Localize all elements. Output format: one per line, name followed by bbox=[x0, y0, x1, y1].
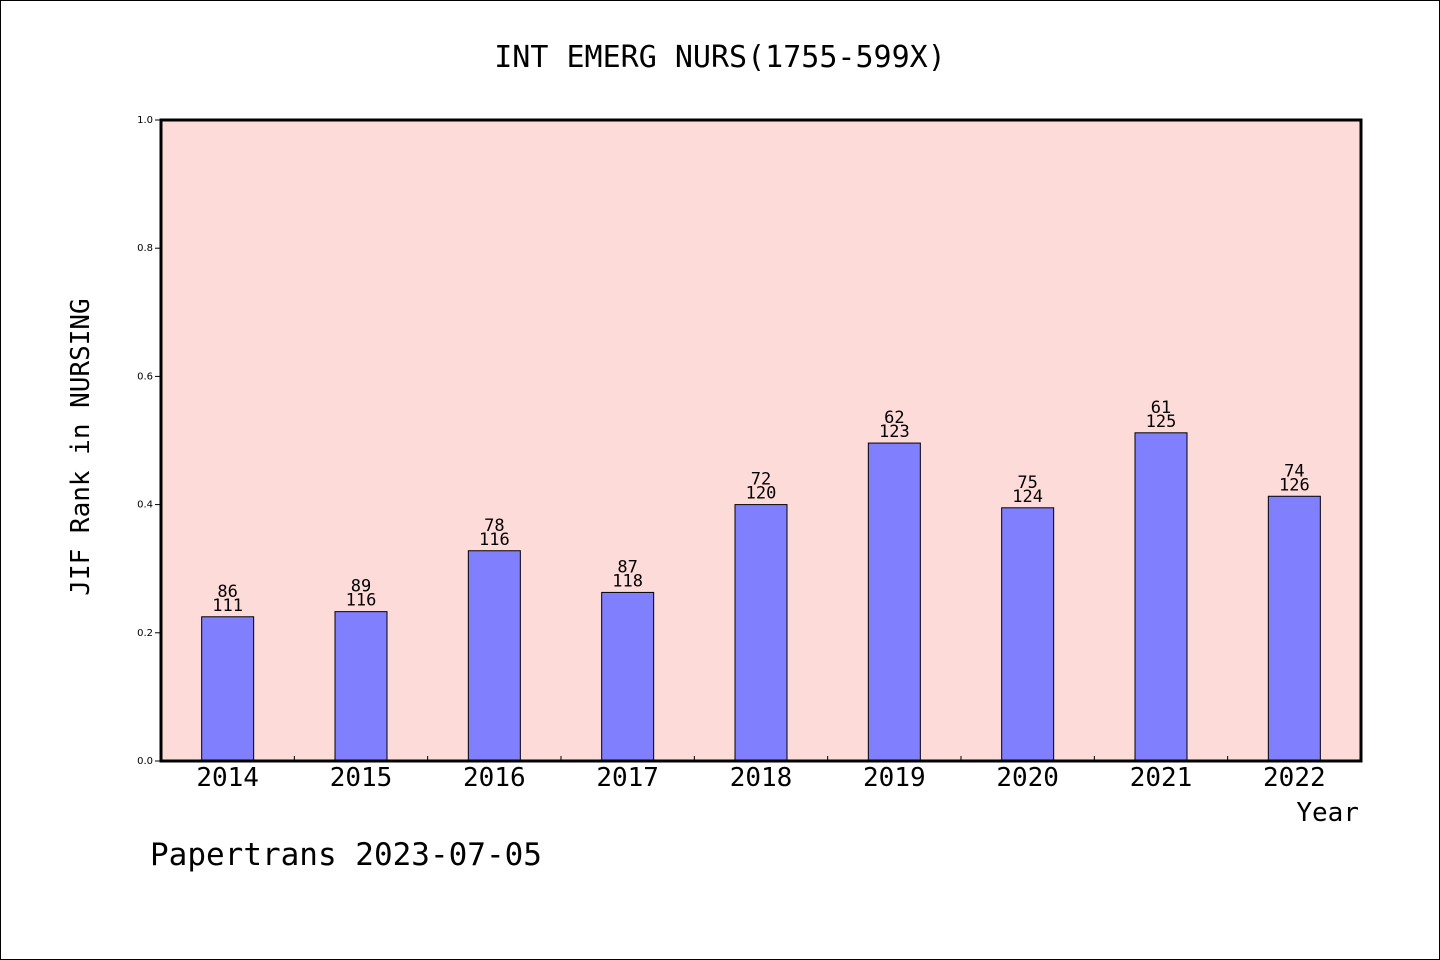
y-tick-label: 0.2 bbox=[137, 628, 153, 639]
bar-rank-label: 78 bbox=[484, 516, 504, 536]
bar-total-label: 125 bbox=[1146, 412, 1177, 432]
x-tick-label: 2020 bbox=[996, 763, 1059, 793]
bar-total-label: 118 bbox=[612, 571, 643, 591]
bar-2016 bbox=[467, 550, 521, 762]
bar-total-label: 126 bbox=[1279, 475, 1310, 495]
y-tick-label: 0.6 bbox=[137, 371, 153, 382]
bar-2019 bbox=[867, 442, 921, 762]
y-tick-label: 0.8 bbox=[137, 243, 153, 254]
y-axis: 0.0 0.2 0.4 0.6 0.8 1.0 bbox=[137, 115, 161, 767]
bar-2020 bbox=[1001, 507, 1055, 762]
bar-total-label: 120 bbox=[746, 484, 777, 504]
bar-series: 8611189116781168711872120621237512461125… bbox=[201, 398, 1321, 762]
y-tick-label: 0.4 bbox=[137, 500, 153, 511]
y-tick-label: 1.0 bbox=[137, 115, 153, 126]
chart-title: INT EMERG NURS(1755-599X) bbox=[494, 40, 946, 75]
x-tick-label: 2021 bbox=[1130, 763, 1193, 793]
bar-rank-label: 61 bbox=[1151, 398, 1171, 418]
bar-total-label: 123 bbox=[879, 422, 910, 442]
bar-rank-label: 62 bbox=[884, 408, 904, 428]
x-tick-label: 2014 bbox=[196, 763, 259, 793]
x-tick-label: 2017 bbox=[596, 763, 659, 793]
plot-border bbox=[159, 118, 1363, 763]
bar-2018 bbox=[734, 504, 788, 762]
bar-rank-label: 87 bbox=[617, 557, 637, 577]
bar-rank-label: 89 bbox=[351, 577, 371, 597]
bar-2015 bbox=[334, 611, 388, 762]
bar-rank-label: 86 bbox=[217, 582, 237, 602]
x-tick-label: 2022 bbox=[1263, 763, 1326, 793]
bar-2022 bbox=[1267, 495, 1321, 762]
bar-total-label: 111 bbox=[212, 596, 243, 616]
bar-total-label: 124 bbox=[1012, 487, 1043, 507]
bar-rank-label: 74 bbox=[1284, 461, 1304, 481]
footer-caption: Papertrans 2023-07-05 bbox=[150, 837, 542, 873]
x-axis-label: Year bbox=[1296, 798, 1359, 828]
x-axis: 2014 2015 2016 2017 2018 2019 2020 2021 2022 bbox=[196, 756, 1326, 793]
x-tick-label: 2018 bbox=[730, 763, 793, 793]
bar-rank-label: 75 bbox=[1017, 473, 1037, 493]
x-tick-label: 2019 bbox=[863, 763, 926, 793]
bar-2017 bbox=[601, 591, 655, 762]
y-axis-label: JIF Rank in NURSING bbox=[66, 298, 96, 595]
y-tick-label: 0.0 bbox=[137, 756, 153, 767]
bar-total-label: 116 bbox=[479, 530, 510, 550]
bar-total-label: 116 bbox=[346, 591, 377, 611]
x-tick-label: 2015 bbox=[330, 763, 393, 793]
x-tick-label: 2016 bbox=[463, 763, 526, 793]
bar-2014 bbox=[201, 616, 255, 762]
bar-rank-label: 72 bbox=[751, 470, 771, 490]
bar-2021 bbox=[1134, 432, 1188, 762]
